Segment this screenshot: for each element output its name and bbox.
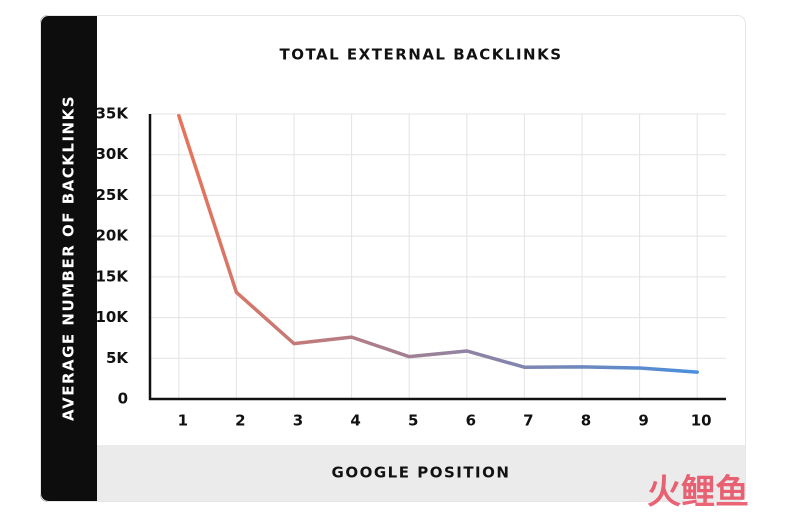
y-tick-label: 10K — [96, 308, 130, 326]
x-tick-label: 4 — [350, 412, 360, 430]
y-tick-label: 5K — [106, 349, 129, 367]
x-axis-label: GOOGLE POSITION — [332, 464, 511, 482]
x-tick-label: 6 — [466, 412, 476, 430]
bottom-band — [97, 445, 746, 502]
y-tick-label: 20K — [96, 227, 130, 245]
card — [40, 15, 746, 502]
card-bg — [40, 15, 746, 502]
x-tick-label: 5 — [408, 412, 418, 430]
watermark: 火鲤鱼 — [647, 473, 749, 513]
x-tick-label: 8 — [581, 412, 591, 430]
y-axis-label: AVERAGE NUMBER OF BACKLINKS — [60, 95, 78, 421]
y-tick-label: 0 — [118, 390, 128, 408]
plot: 0 5K 10K 15K 20K 25K 30K 35K 1 2 3 4 5 6 7 8 9 10 — [96, 105, 726, 430]
y-tick-label: 15K — [96, 267, 130, 285]
x-tick-label: 7 — [523, 412, 533, 430]
x-tick-label: 10 — [691, 412, 712, 430]
x-tick-label: 9 — [638, 412, 648, 430]
y-tick-label: 25K — [96, 186, 130, 204]
y-tick-label: 30K — [96, 145, 130, 163]
card-border — [40, 15, 746, 502]
x-tick-label: 2 — [235, 412, 245, 430]
y-tick-label: 35K — [96, 105, 130, 123]
side-bar — [40, 15, 97, 502]
x-tick-label: 3 — [293, 412, 303, 430]
x-tick-label: 1 — [178, 412, 188, 430]
chart-title: TOTAL EXTERNAL BACKLINKS — [279, 46, 562, 64]
line — [177, 113, 699, 374]
